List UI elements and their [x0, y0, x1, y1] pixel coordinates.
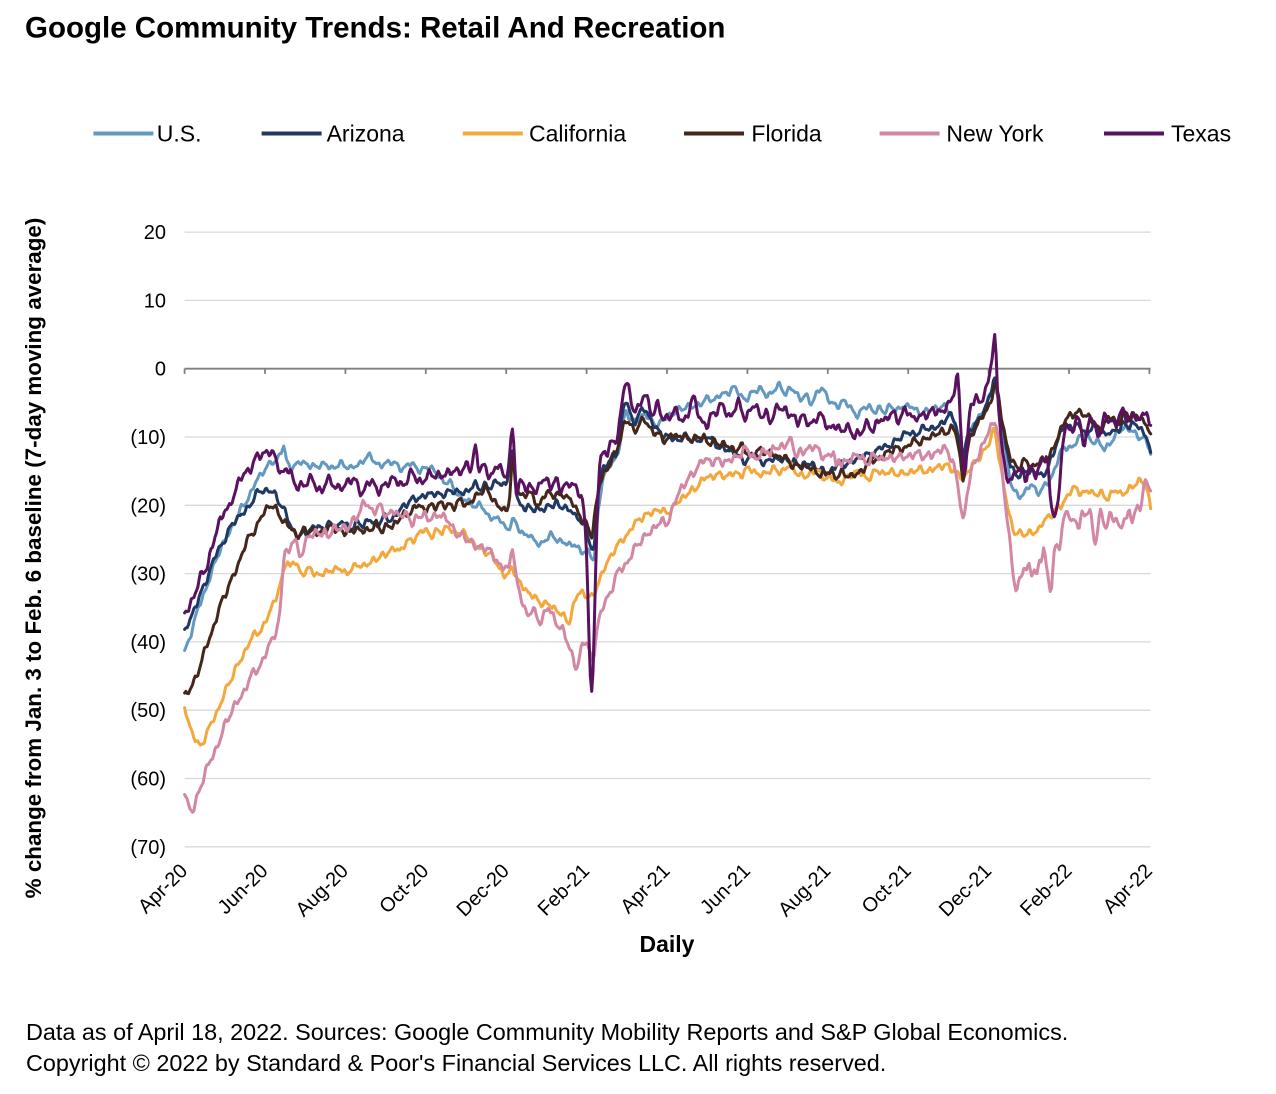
svg-text:(50): (50)	[130, 700, 166, 722]
svg-text:(20): (20)	[130, 495, 166, 517]
svg-text:Daily: Daily	[640, 931, 695, 957]
svg-text:U.S.: U.S.	[157, 121, 202, 147]
svg-text:% change from Jan. 3 to Feb. 6: % change from Jan. 3 to Feb. 6 baseline …	[21, 218, 46, 899]
svg-text:Data as of April 18, 2022. Sou: Data as of April 18, 2022. Sources: Goog…	[26, 1019, 1068, 1045]
svg-text:New York: New York	[946, 121, 1044, 147]
svg-text:California: California	[529, 121, 626, 147]
svg-text:Copyright © 2022 by Standard &: Copyright © 2022 by Standard & Poor's Fi…	[26, 1050, 886, 1076]
svg-text:(30): (30)	[130, 564, 166, 586]
svg-text:Arizona: Arizona	[327, 121, 405, 147]
svg-text:20: 20	[144, 222, 166, 244]
svg-text:Google Community Trends: Retai: Google Community Trends: Retail And Recr…	[25, 12, 725, 45]
svg-text:(40): (40)	[130, 632, 166, 654]
svg-text:(70): (70)	[130, 837, 166, 859]
svg-text:Texas: Texas	[1171, 121, 1231, 147]
svg-text:Florida: Florida	[751, 121, 822, 147]
svg-text:10: 10	[144, 290, 166, 312]
svg-text:(60): (60)	[130, 769, 166, 791]
svg-text:(10): (10)	[130, 427, 166, 449]
svg-text:0: 0	[155, 359, 166, 381]
